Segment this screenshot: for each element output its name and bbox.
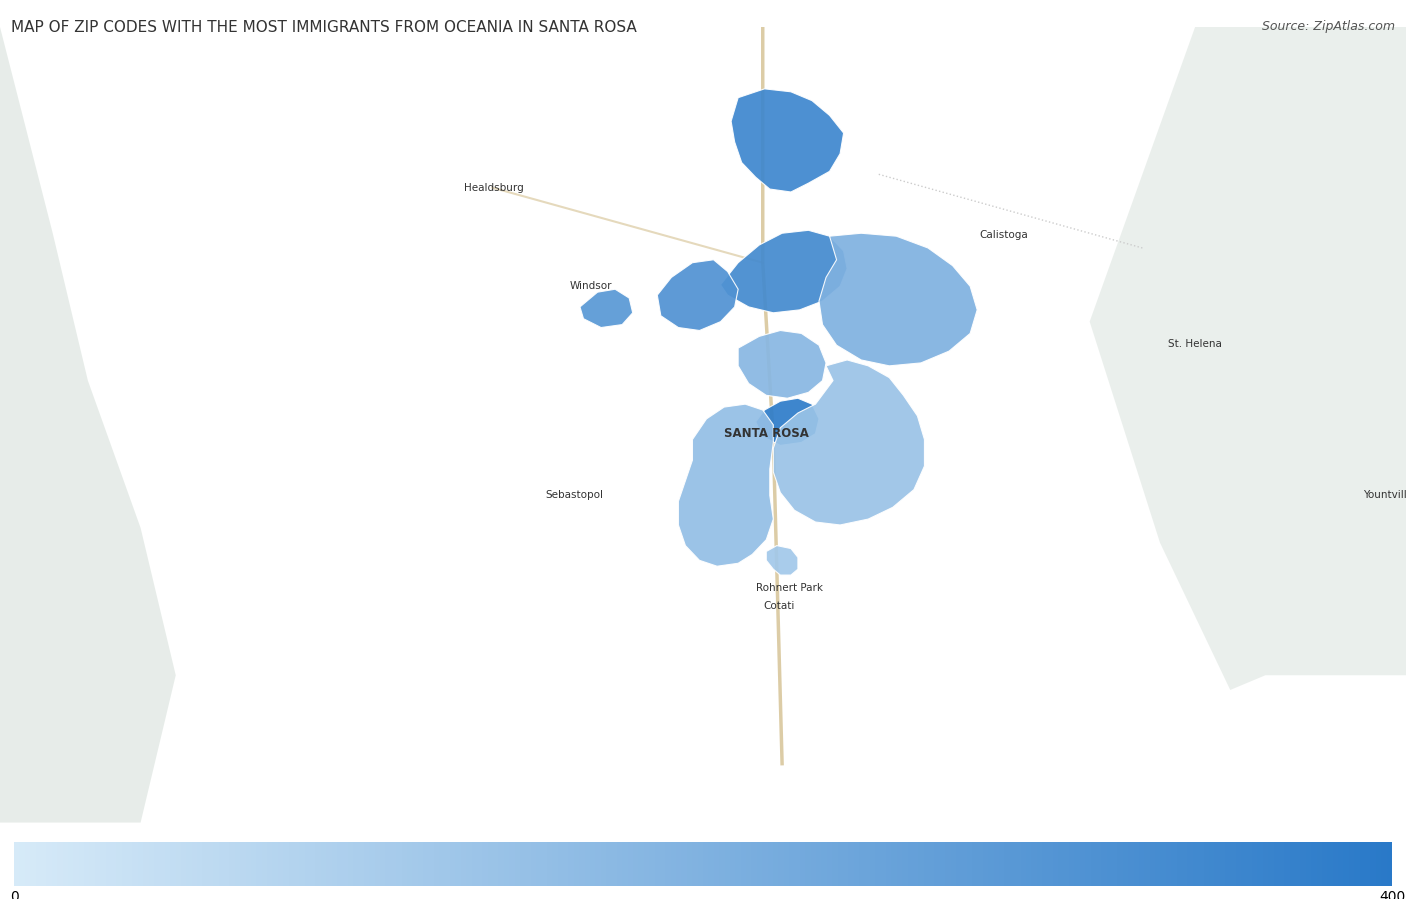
Polygon shape — [1090, 27, 1406, 690]
Polygon shape — [766, 546, 797, 575]
Text: Calistoga: Calistoga — [979, 230, 1028, 240]
Text: Sebastopol: Sebastopol — [546, 491, 603, 501]
Polygon shape — [678, 405, 773, 566]
Polygon shape — [657, 260, 738, 331]
Text: Windsor: Windsor — [569, 281, 612, 291]
Text: Cotati: Cotati — [763, 601, 794, 611]
Polygon shape — [720, 230, 846, 313]
Polygon shape — [755, 398, 818, 445]
Polygon shape — [0, 27, 176, 823]
Text: Yountville: Yountville — [1364, 491, 1406, 501]
Text: Rohnert Park: Rohnert Park — [755, 583, 823, 593]
Text: MAP OF ZIP CODES WITH THE MOST IMMIGRANTS FROM OCEANIA IN SANTA ROSA: MAP OF ZIP CODES WITH THE MOST IMMIGRANT… — [11, 20, 637, 35]
Text: Healdsburg: Healdsburg — [464, 182, 523, 192]
Polygon shape — [581, 289, 633, 327]
Text: St. Helena: St. Helena — [1168, 339, 1222, 349]
Polygon shape — [731, 89, 844, 192]
Polygon shape — [818, 233, 977, 366]
Text: Source: ZipAtlas.com: Source: ZipAtlas.com — [1261, 20, 1395, 32]
Polygon shape — [738, 331, 825, 398]
Text: SANTA ROSA: SANTA ROSA — [724, 427, 808, 441]
Polygon shape — [773, 360, 924, 525]
